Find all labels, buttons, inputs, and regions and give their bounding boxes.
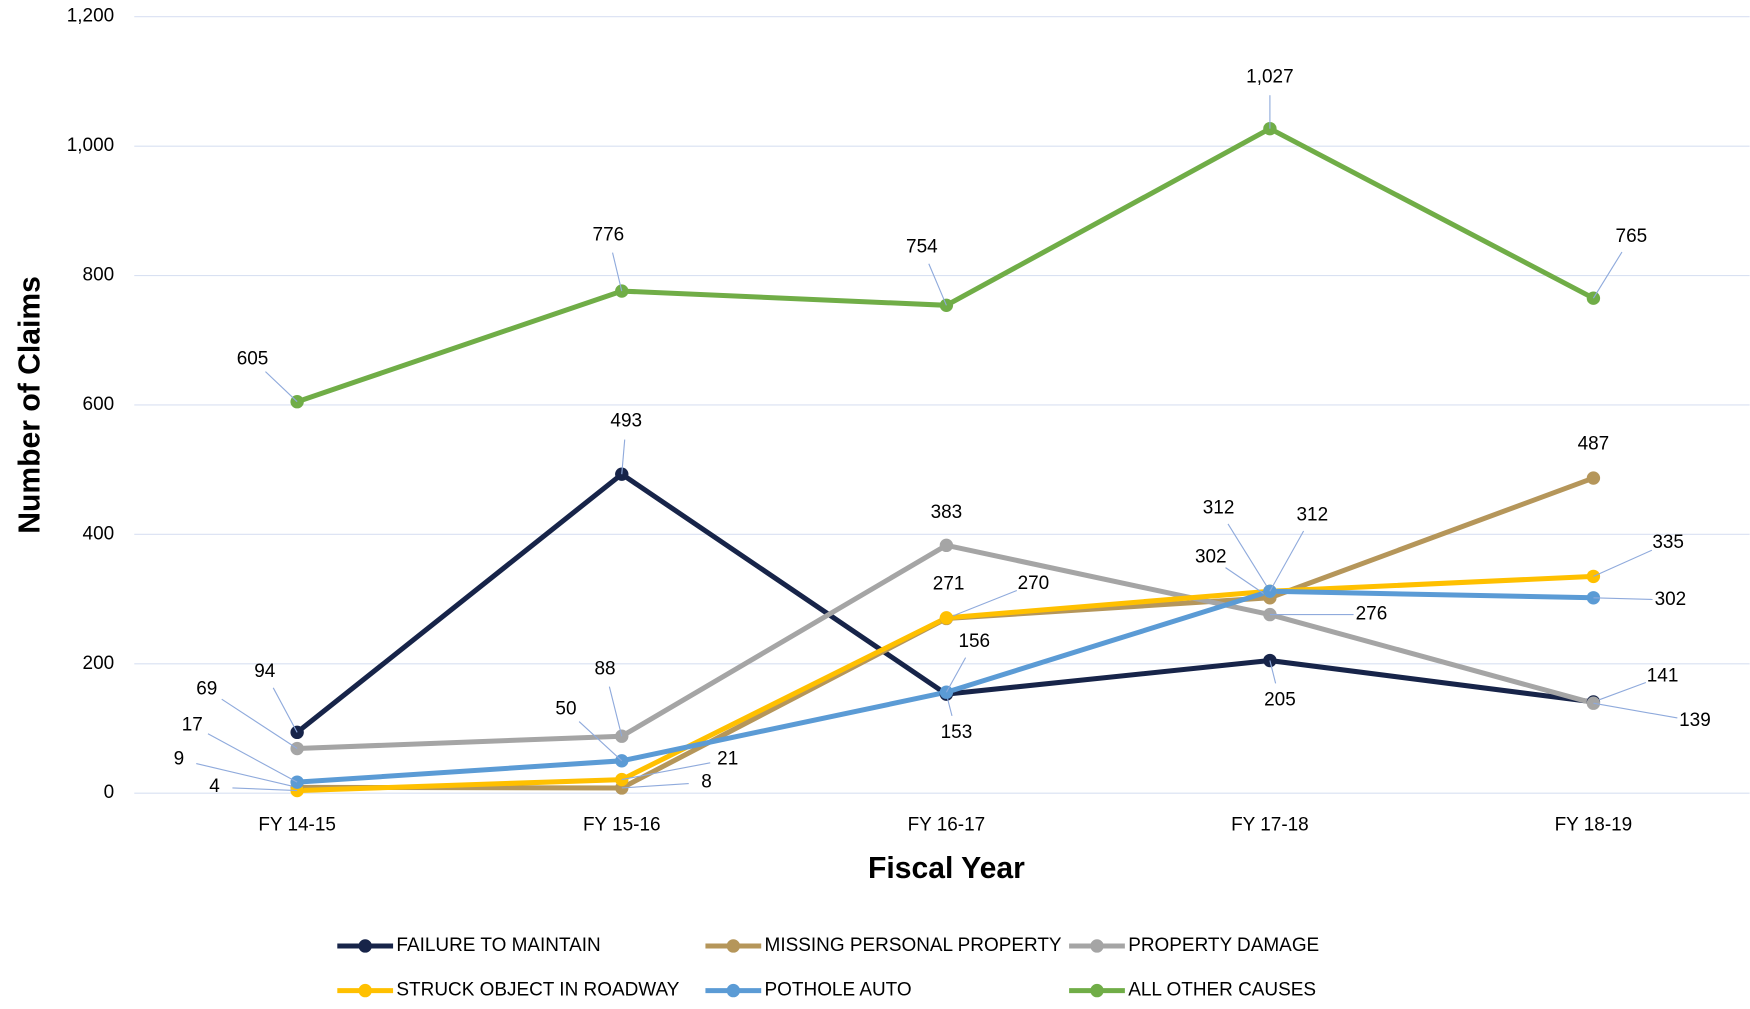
leader-line <box>946 589 1018 619</box>
x-tick-label: FY 17-18 <box>1231 815 1309 836</box>
leader-line <box>1269 530 1305 592</box>
y-tick-label: 400 <box>83 523 115 544</box>
data-label: 754 <box>906 236 938 257</box>
data-label: 776 <box>593 224 625 245</box>
data-point <box>1586 471 1601 485</box>
series-line <box>297 573 1594 794</box>
data-label: 4 <box>209 776 220 797</box>
y-axis-title: Number of Claims <box>14 276 47 534</box>
data-label: 69 <box>196 678 217 699</box>
data-label: 271 <box>933 573 965 594</box>
leader-line <box>221 698 298 749</box>
data-label: 9 <box>174 748 185 769</box>
leader-line <box>1592 251 1623 299</box>
data-point <box>939 611 954 625</box>
leader-line <box>272 687 298 733</box>
data-label: 765 <box>1616 226 1648 247</box>
leader-line <box>612 252 623 292</box>
data-label: 94 <box>254 661 275 682</box>
legend-marker <box>1090 983 1104 998</box>
y-tick-label: 600 <box>83 394 115 415</box>
leader-line <box>1227 523 1271 592</box>
legend-marker <box>726 939 741 953</box>
legend-label: ALL OTHER CAUSES <box>1128 980 1316 1001</box>
data-label: 605 <box>237 348 269 369</box>
x-tick-label: FY 18-19 <box>1555 815 1633 836</box>
data-label: 50 <box>555 699 576 720</box>
data-label: 8 <box>701 771 712 792</box>
data-label: 335 <box>1652 532 1684 553</box>
leader-line <box>207 733 298 783</box>
leader-line <box>928 263 947 306</box>
y-tick-label: 1,000 <box>67 135 114 156</box>
x-axis-title: Fiscal Year <box>868 852 1025 885</box>
data-label: 17 <box>182 714 203 735</box>
legend-label: FAILURE TO MAINTAIN <box>396 935 600 956</box>
leader-line <box>608 686 623 737</box>
leader-line <box>621 762 711 781</box>
leader-line <box>621 783 689 789</box>
x-tick-label: FY 15-16 <box>583 815 661 836</box>
data-label: 88 <box>594 658 615 679</box>
data-label: 302 <box>1195 547 1227 568</box>
leader-line <box>1593 549 1653 577</box>
data-point <box>1586 591 1601 605</box>
data-label: 493 <box>610 411 642 432</box>
leader-line <box>1593 702 1678 719</box>
legend-marker <box>1090 939 1104 953</box>
legend-label: POTHOLE AUTO <box>765 980 912 1001</box>
legend-label: MISSING PERSONAL PROPERTY <box>765 935 1062 956</box>
leader-line <box>1225 567 1271 599</box>
legend-marker <box>358 939 372 953</box>
data-label: 276 <box>1356 604 1388 625</box>
leader-line <box>621 439 626 475</box>
y-tick-label: 800 <box>83 265 115 286</box>
data-label: 205 <box>1264 690 1296 711</box>
leader-line <box>265 371 298 403</box>
leader-line <box>232 787 298 792</box>
data-point <box>939 538 954 553</box>
leader-line <box>945 657 967 693</box>
data-label: 270 <box>1018 573 1050 594</box>
x-tick-label: FY 16-17 <box>908 815 986 836</box>
leader-line <box>578 721 623 762</box>
data-label: 302 <box>1655 589 1687 610</box>
leader-line <box>1593 681 1647 703</box>
data-point <box>939 685 954 699</box>
data-label: 139 <box>1679 710 1711 731</box>
data-label: 312 <box>1296 504 1328 525</box>
leader-line <box>1269 660 1277 684</box>
legend-label: PROPERTY DAMAGE <box>1128 935 1319 956</box>
legend-marker <box>726 983 741 998</box>
data-label: 312 <box>1203 498 1235 519</box>
y-tick-label: 0 <box>104 782 115 803</box>
data-label: 487 <box>1578 434 1610 455</box>
data-point <box>1586 696 1601 710</box>
data-label: 156 <box>958 631 990 652</box>
leader-line <box>196 763 298 788</box>
y-tick-label: 1,200 <box>67 6 114 27</box>
x-tick-label: FY 14-15 <box>258 815 336 836</box>
y-tick-label: 200 <box>83 653 115 674</box>
series-line <box>296 126 1595 405</box>
data-label: 383 <box>931 502 963 523</box>
data-label: 141 <box>1647 665 1679 686</box>
data-label: 153 <box>941 722 973 743</box>
leader-line <box>1593 597 1653 601</box>
data-label: 21 <box>717 749 738 770</box>
legend-label: STRUCK OBJECT IN ROADWAY <box>396 980 679 1001</box>
data-label: 1,027 <box>1246 66 1293 87</box>
legend-marker <box>358 983 372 998</box>
data-point <box>1263 121 1277 136</box>
